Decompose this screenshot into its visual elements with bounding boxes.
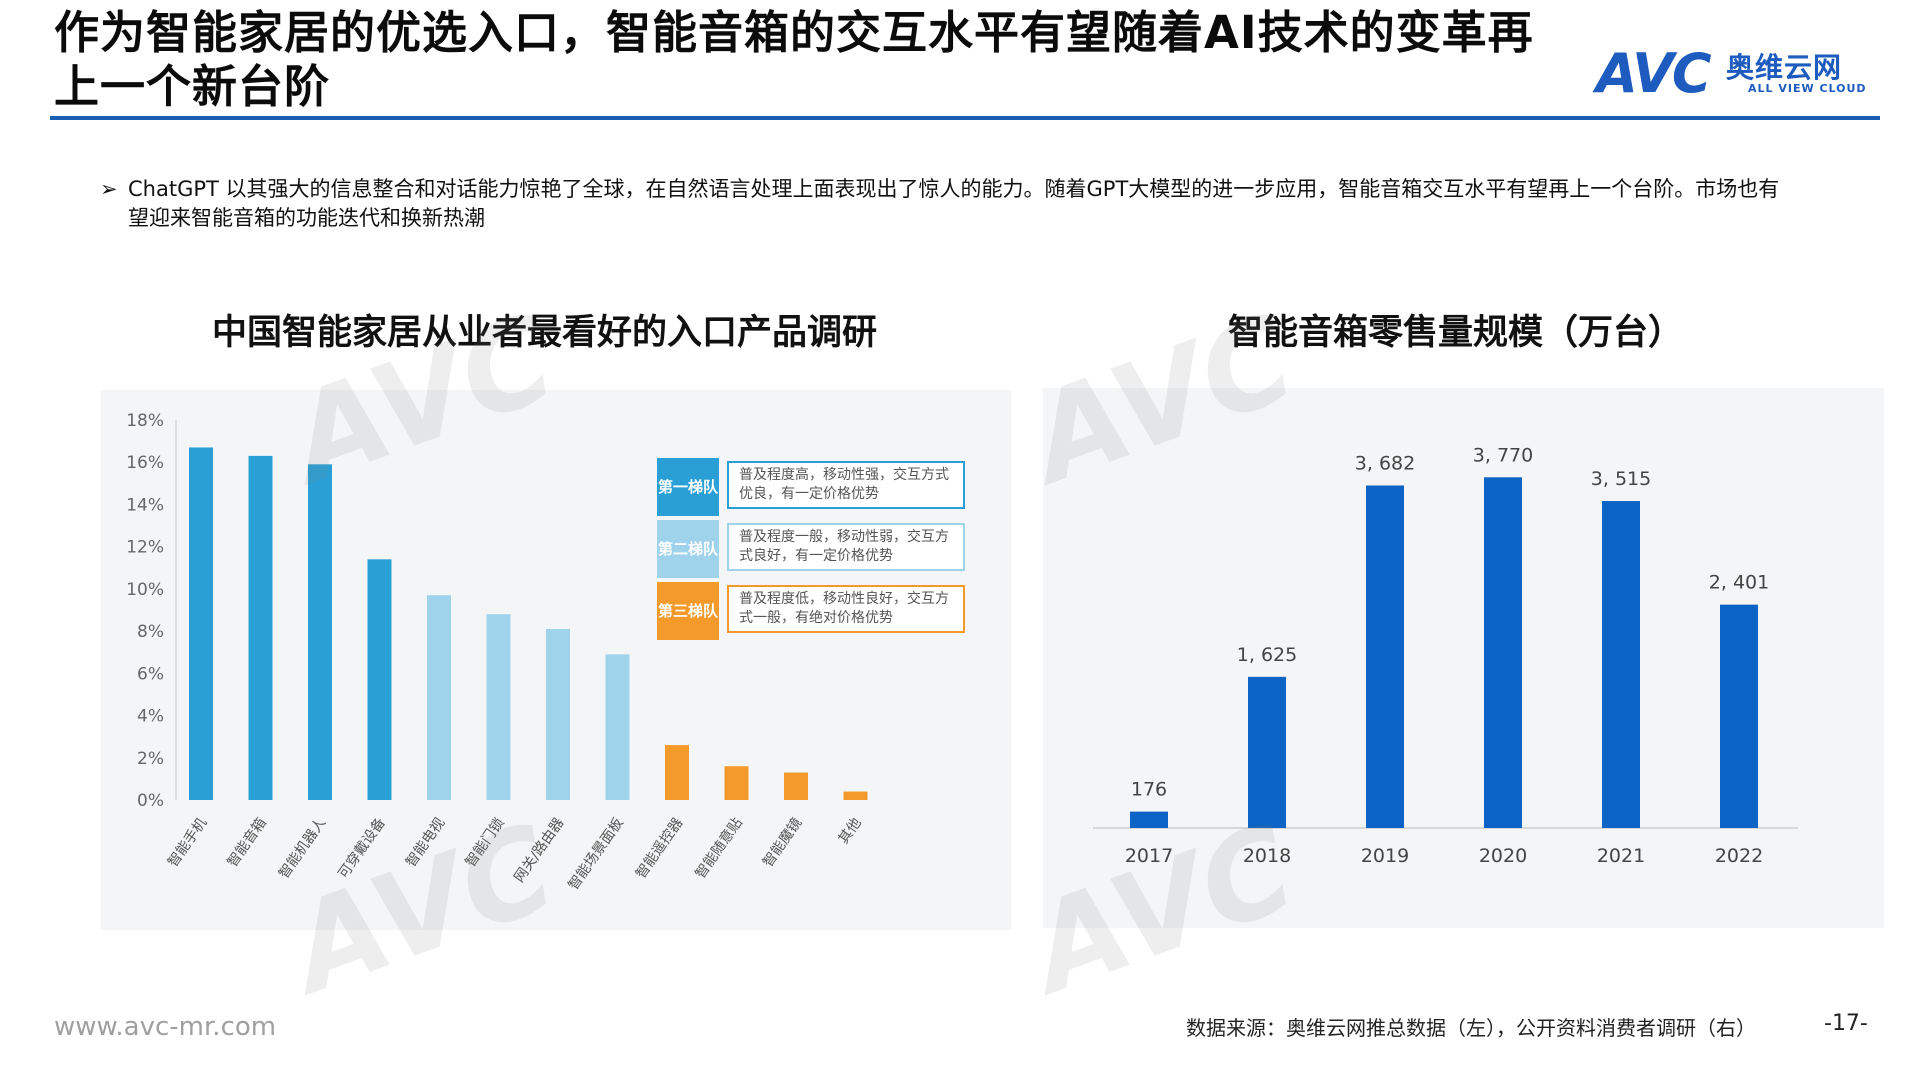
data-label: 3, 770 (1473, 444, 1533, 466)
x-tick-label: 智能电视 (403, 815, 448, 870)
data-label: 3, 682 (1355, 452, 1415, 474)
left-chart-title: 中国智能家居从业者最看好的入口产品调研 (212, 313, 878, 353)
y-tick-label: 14% (126, 495, 164, 515)
right-chart-panel: 176 2017 1, 625 2018 3, 682 2019 3, 770 2020 3, … (1043, 388, 1884, 928)
data-label: 176 (1131, 779, 1167, 801)
y-tick-label: 0% (137, 791, 164, 811)
left-chart-panel: 0% 2% 4% 6% 8% 10% 12% 14% 16% 18% 智能手机 智能音箱 智能机器人 可穿… (101, 390, 1011, 930)
bar (1130, 811, 1168, 828)
bar (843, 791, 868, 800)
x-tick-label: 2021 (1597, 845, 1645, 867)
bar (665, 745, 689, 800)
y-tick-label: 2% (137, 749, 164, 769)
y-tick-label: 4% (137, 707, 164, 727)
footer-url: www.avc-mr.com (54, 1012, 277, 1042)
data-label: 2, 401 (1709, 572, 1769, 594)
tier-legend: 第一梯队 普及程度高，移动性强，交互方式优良，有一定价格优势 第二梯队 普及程度… (657, 458, 977, 648)
bar (1366, 485, 1404, 828)
y-tick-label: 12% (126, 538, 164, 558)
y-tick-label: 16% (126, 453, 164, 473)
brand-logo: AVC 奥维云网 ALL VIEW CLOUD (1596, 42, 1886, 105)
tier-1: 第一梯队 普及程度高，移动性强，交互方式优良，有一定价格优势 (657, 458, 971, 516)
bar (486, 614, 511, 800)
x-tick-label: 2020 (1479, 845, 1527, 867)
bar (367, 559, 392, 800)
y-tick-label: 18% (126, 411, 164, 431)
x-tick-label: 智能音箱 (224, 815, 270, 871)
data-label: 3, 515 (1591, 468, 1651, 490)
x-tick-label: 智能门锁 (463, 815, 508, 870)
tier-2-desc: 普及程度一般，移动性弱，交互方式良好，有一定价格优势 (727, 523, 965, 571)
footer-source: 数据来源：奥维云网推总数据（左），公开资料消费者调研（右） (1186, 1016, 1756, 1040)
bar (605, 654, 630, 800)
bar (1602, 501, 1640, 828)
x-tick-label: 其他 (836, 815, 865, 847)
x-tick-label: 2017 (1125, 845, 1173, 867)
bullet-text: ChatGPT 以其强大的信息整合和对话能力惊艳了全球，在自然语言处理上面表现出… (128, 177, 1780, 230)
x-tick-label: 网关/路由器 (511, 815, 567, 885)
x-tick-label: 智能手机 (165, 815, 210, 870)
tier-1-desc: 普及程度高，移动性强，交互方式优良，有一定价格优势 (727, 461, 965, 509)
x-tick-label: 2019 (1361, 845, 1409, 867)
bar (724, 766, 749, 800)
x-tick-label: 智能机器人 (276, 815, 329, 882)
y-tick-label: 10% (126, 580, 164, 600)
x-tick-label: 智能随意贴 (692, 815, 746, 882)
logo-en: ALL VIEW CLOUD (1748, 82, 1867, 95)
bar (784, 772, 808, 800)
bar (1248, 676, 1286, 828)
bar (308, 464, 332, 800)
tier-1-tag: 第一梯队 (657, 458, 719, 516)
bar (1484, 477, 1522, 828)
tier-3-tag: 第三梯队 (657, 582, 719, 640)
right-chart-svg: 176 2017 1, 625 2018 3, 682 2019 3, 770 2020 3, … (1093, 444, 1798, 867)
right-chart-title: 智能音箱零售量规模（万台） (1228, 313, 1684, 353)
x-tick-label: 智能魔镜 (760, 815, 805, 870)
y-tick-label: 6% (137, 664, 164, 684)
bullet-marker: ➢ (100, 177, 118, 201)
bar (189, 447, 213, 800)
bar (546, 629, 570, 800)
page-title: 作为智能家居的优选入口，智能音箱的交互水平有望随着AI技术的变革再上一个新台阶 (54, 6, 1534, 113)
x-tick-label: 智能遥控器 (633, 815, 686, 882)
tier-2-tag: 第二梯队 (657, 520, 719, 578)
x-tick-label: 可穿戴设备 (335, 815, 389, 882)
x-tick-label: 2018 (1243, 845, 1291, 867)
tier-2: 第二梯队 普及程度一般，移动性弱，交互方式良好，有一定价格优势 (657, 520, 971, 578)
logo-cn: 奥维云网 (1726, 51, 1843, 84)
bullet-point: ➢ ChatGPT 以其强大的信息整合和对话能力惊艳了全球，在自然语言处理上面表… (100, 175, 1800, 233)
data-label: 1, 625 (1237, 644, 1297, 666)
bar (248, 455, 273, 800)
x-tick-label: 2022 (1715, 845, 1763, 867)
x-tick-label: 智能场景面板 (565, 815, 626, 893)
bar (427, 595, 451, 800)
left-chart-svg: 0% 2% 4% 6% 8% 10% 12% 14% 16% 18% 智能手机 智能音箱 智能机器人 可穿… (126, 411, 868, 893)
logo-avc: AVC (1596, 42, 1712, 105)
y-tick-label: 8% (137, 622, 164, 642)
bar (1720, 604, 1758, 828)
page-number: -17- (1824, 1011, 1868, 1036)
tier-3-desc: 普及程度低，移动性良好，交互方式一般，有绝对价格优势 (727, 585, 965, 633)
title-divider (50, 116, 1880, 120)
tier-3: 第三梯队 普及程度低，移动性良好，交互方式一般，有绝对价格优势 (657, 582, 971, 640)
